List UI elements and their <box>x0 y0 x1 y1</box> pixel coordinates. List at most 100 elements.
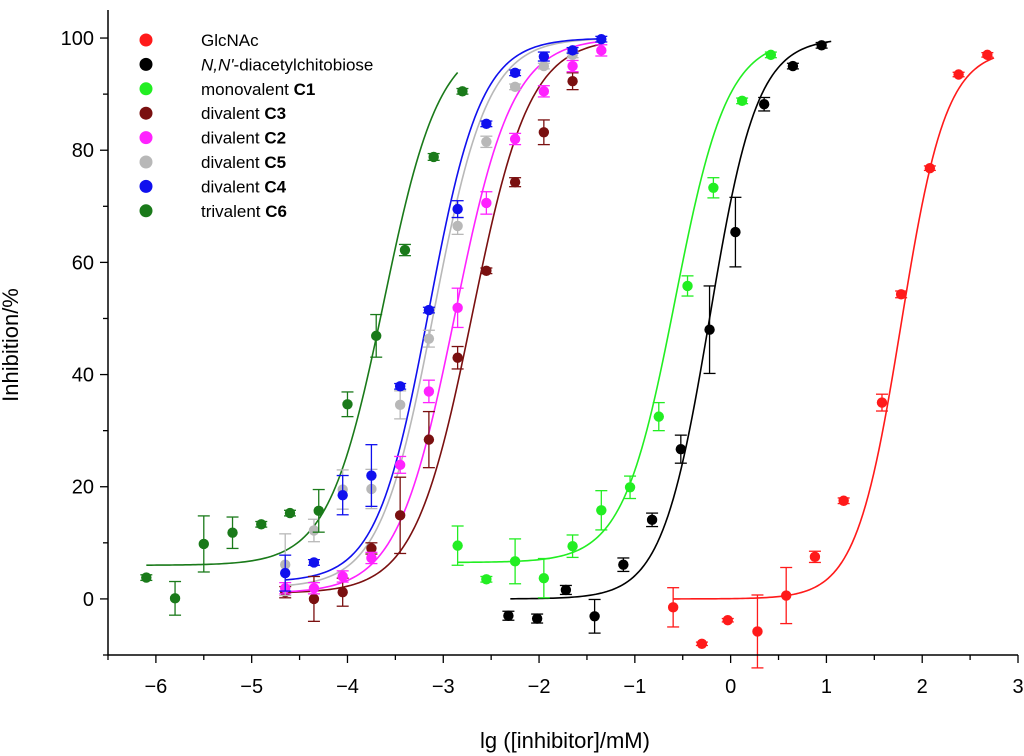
legend-item: divalent C4 <box>139 177 287 196</box>
data-point <box>457 86 468 97</box>
x-tick-label: 2 <box>917 676 928 698</box>
legend-marker <box>139 57 153 71</box>
legend-marker <box>139 179 153 193</box>
series-6 <box>279 33 608 592</box>
data-point <box>816 40 827 51</box>
fit-curves <box>146 37 995 600</box>
legend: GlcNAc N,N'-diacetylchitobiose monovalent … <box>139 31 373 221</box>
data-point <box>481 265 492 277</box>
data-point <box>509 67 521 79</box>
data-point <box>567 540 578 552</box>
legend-label: GlcNAc <box>201 31 259 50</box>
data-point <box>337 489 348 501</box>
x-tick-label: −4 <box>336 676 359 698</box>
data-point <box>509 133 521 145</box>
data-point <box>708 182 719 193</box>
data-point <box>509 81 521 93</box>
data-point <box>596 45 607 56</box>
data-point <box>538 572 550 584</box>
x-tick-label: −2 <box>528 676 551 698</box>
fit-curve-7 <box>146 72 459 566</box>
data-point <box>481 118 492 130</box>
data-point <box>423 386 435 397</box>
data-point <box>646 514 658 526</box>
data-point <box>722 615 733 626</box>
data-point <box>509 556 521 567</box>
data-point <box>308 583 320 594</box>
legend-label: trivalent C6 <box>201 202 287 221</box>
data-point <box>589 611 600 622</box>
legend-item: N,N'-diacetylchitobiose <box>139 55 373 74</box>
x-tick-label: −1 <box>623 676 646 698</box>
legend-label: divalent C4 <box>201 177 287 196</box>
legend-label: divalent C3 <box>201 104 286 123</box>
legend-item: trivalent C6 <box>139 202 287 221</box>
data-point <box>503 610 514 621</box>
fit-curve-2 <box>457 51 770 564</box>
legend-marker <box>139 204 153 218</box>
data-point <box>284 507 296 519</box>
data-point <box>452 540 463 551</box>
series-1 <box>502 40 828 634</box>
legend-marker <box>139 155 153 169</box>
legend-label: N,N'-diacetylchitobiose <box>201 55 373 74</box>
data-point <box>618 559 629 570</box>
data-point <box>169 593 181 604</box>
data-point <box>227 527 238 538</box>
data-point <box>141 572 152 583</box>
fit-curve-5 <box>285 38 602 587</box>
series-5 <box>279 49 579 597</box>
series-0 <box>667 49 994 669</box>
data-point <box>452 203 463 215</box>
legend-label: monovalent C1 <box>201 80 315 99</box>
x-tick-label: −5 <box>240 676 263 698</box>
legend-item: divalent C2 <box>139 129 286 148</box>
data-point <box>452 220 463 232</box>
data-point <box>366 470 377 481</box>
y-tick-label: 60 <box>72 252 94 274</box>
data-point <box>624 482 636 493</box>
x-axis-title: lg ([inhibitor]/mM) <box>480 728 650 753</box>
data-point <box>538 60 550 72</box>
x-tick-label: −3 <box>432 676 455 698</box>
data-point <box>924 162 936 174</box>
x-tick-label: −6 <box>144 676 167 698</box>
data-point <box>452 302 463 314</box>
data-point <box>394 381 406 392</box>
y-tick-label: 20 <box>72 477 94 499</box>
data-point <box>567 45 578 56</box>
data-point <box>394 510 406 521</box>
fit-curve-3 <box>285 43 602 594</box>
data-point <box>953 69 964 80</box>
x-tick-label: 1 <box>821 676 832 698</box>
data-point <box>696 638 708 649</box>
fit-curve-0 <box>673 57 995 600</box>
data-point <box>538 51 550 62</box>
data-point <box>682 280 693 292</box>
data-point <box>509 176 521 188</box>
legend-marker <box>139 82 153 96</box>
data-point <box>567 60 578 72</box>
data-point <box>838 495 849 506</box>
data-point <box>704 324 715 335</box>
data-point <box>538 86 550 97</box>
data-point <box>308 525 320 536</box>
fit-curve-1 <box>510 40 832 600</box>
data-point <box>982 49 993 61</box>
data-point <box>758 99 770 110</box>
data-point <box>765 49 777 61</box>
y-tick-label: 80 <box>72 140 94 162</box>
y-tick-label: 40 <box>72 365 94 387</box>
y-tick-label: 100 <box>61 28 94 50</box>
data-point <box>876 397 888 408</box>
legend-marker <box>139 131 153 145</box>
data-point <box>280 567 291 579</box>
data-point <box>895 289 907 300</box>
data-point <box>538 127 550 138</box>
data-point <box>736 95 748 107</box>
data-point <box>428 151 439 163</box>
fit-curve-4 <box>285 40 602 593</box>
data-point <box>667 602 679 613</box>
data-point <box>308 557 320 568</box>
data-point <box>394 399 406 411</box>
